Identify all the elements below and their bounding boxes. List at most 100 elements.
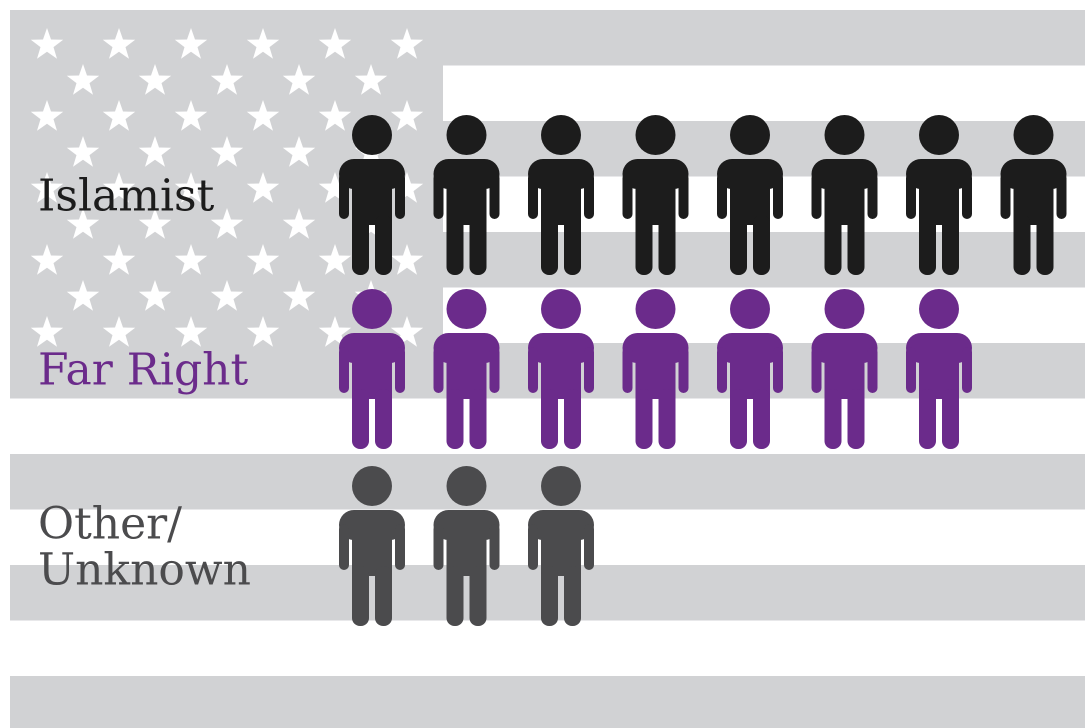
icon-arm [433,524,444,570]
person-icon [906,115,972,275]
icon-arm [962,347,972,393]
star [30,28,64,59]
category-label: Other/Unknown [38,499,251,596]
person-icon [1000,115,1067,275]
icon-leg [541,389,558,449]
icon-arm [528,524,538,570]
star [102,244,136,275]
star [174,100,208,131]
icon-arm [906,347,916,393]
person-icon [339,466,405,626]
icon-head [635,115,676,155]
icon-leg [847,215,865,275]
icon-leg [564,389,581,449]
person-icon [906,289,972,449]
icon-head [919,115,959,155]
icon-arm [339,173,349,219]
icon-torso [1013,165,1054,225]
icon-arm [717,173,727,219]
icon-arm [339,347,349,393]
person-icon [622,289,689,449]
icon-torso [541,339,581,399]
icon-arm [528,173,538,219]
star [282,280,316,311]
icon-head [446,466,487,506]
icon-leg [541,215,558,275]
person-icon [433,115,500,275]
icon-arm [622,347,633,393]
icon-leg [753,389,770,449]
icon-arm [1056,173,1067,219]
icon-arm [811,173,822,219]
star [282,136,316,167]
star [318,172,352,203]
star [102,172,136,203]
person-icon [433,289,500,449]
icon-arm [395,173,405,219]
star [102,100,136,131]
icon-arm [489,173,500,219]
star [318,100,352,131]
icon-arm [867,347,878,393]
icon-torso [730,165,770,225]
icon-leg [1013,215,1031,275]
icon-arm [678,347,689,393]
icon-leg [730,389,747,449]
icon-leg [658,215,676,275]
star [138,136,172,167]
icon-arm [584,524,594,570]
person-icon [717,115,783,275]
person-icon [339,115,405,275]
icon-head [446,289,487,329]
icon-torso [352,516,392,576]
star [210,136,244,167]
icon-row [339,466,594,626]
icon-row [339,115,1067,275]
star [138,208,172,239]
icon-torso [824,339,865,399]
icon-leg [730,215,747,275]
icon-torso [919,339,959,399]
person-icon [433,466,500,626]
icon-arm [622,173,633,219]
icon-arm [962,173,972,219]
icon-arm [773,173,783,219]
star [174,316,208,347]
icon-leg [635,215,653,275]
icon-leg [352,389,369,449]
category-label: Far Right [38,345,249,396]
person-icon [717,289,783,449]
icon-torso [635,165,676,225]
icon-leg [446,389,464,449]
icon-arm [678,173,689,219]
icon-head [824,289,865,329]
icon-arm [1000,173,1011,219]
star [138,280,172,311]
icon-leg [564,215,581,275]
pictogram-area [339,115,1067,626]
icon-arm [906,173,916,219]
icon-head [541,466,581,506]
icon-leg [469,215,487,275]
label-line: Islamist [38,171,215,222]
icon-arm [433,173,444,219]
icon-head [824,115,865,155]
icon-arm [339,524,349,570]
star [246,28,280,59]
icon-leg [469,566,487,626]
label-line: Far Right [38,345,249,396]
icon-torso [730,339,770,399]
icon-leg [375,389,392,449]
icon-leg [352,566,369,626]
icon-torso [446,339,487,399]
person-icon [811,289,878,449]
icon-leg [635,389,653,449]
icon-arm [489,347,500,393]
star [210,208,244,239]
star [282,208,316,239]
icon-torso [824,165,865,225]
icon-leg [658,389,676,449]
icon-torso [446,516,487,576]
